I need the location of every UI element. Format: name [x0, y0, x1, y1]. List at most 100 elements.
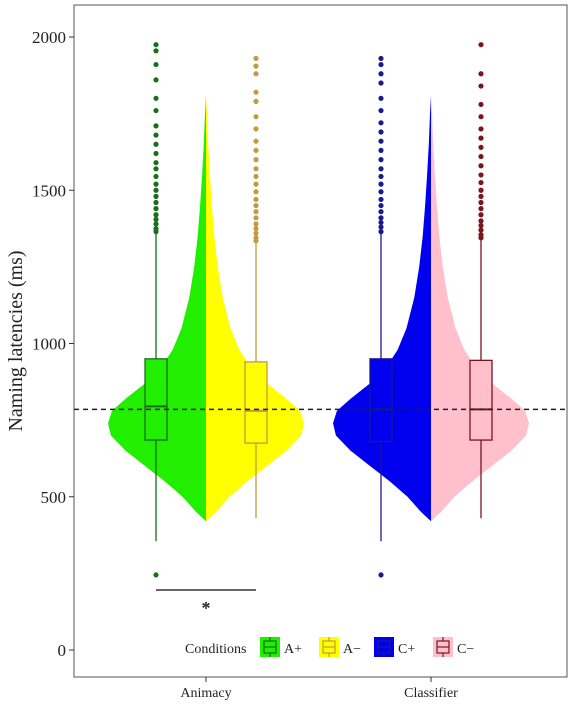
outlier-point — [253, 63, 259, 69]
legend-item-1: A+ — [260, 637, 302, 657]
significance-mark: * — [202, 598, 211, 618]
outlier-point — [478, 126, 484, 132]
outlier-point — [378, 202, 384, 209]
outlier-point — [378, 107, 384, 114]
legend-title: Conditions — [185, 642, 246, 657]
outlier-point — [153, 181, 159, 187]
violin-4 — [431, 95, 529, 522]
outlier-point — [153, 141, 159, 147]
outlier-point — [378, 138, 384, 144]
outlier-point — [153, 206, 159, 212]
outlier-point — [153, 95, 159, 101]
outlier-point — [153, 572, 159, 578]
outlier-point — [253, 55, 259, 62]
legend-item-4: C− — [433, 637, 474, 657]
outlier-point — [478, 206, 484, 212]
outlier-point — [478, 101, 484, 108]
outlier-point — [478, 163, 484, 169]
y-tick-label: 500 — [41, 488, 67, 507]
violin-3 — [333, 95, 431, 522]
box-iqr — [369, 358, 393, 443]
y-tick-label: 0 — [58, 641, 67, 660]
outlier-point — [378, 129, 384, 135]
outlier-point — [253, 202, 259, 209]
outlier-point — [153, 166, 159, 172]
outlier-point — [253, 126, 259, 132]
outlier-point — [153, 199, 159, 206]
boxplot-2 — [244, 55, 268, 519]
outlier-point — [378, 215, 384, 221]
outlier-point — [378, 189, 384, 195]
outlier-point — [378, 55, 384, 62]
outlier-point — [153, 123, 159, 129]
outlier-point — [253, 98, 259, 104]
outlier-point — [478, 114, 484, 120]
legend-label: C+ — [398, 642, 415, 657]
outlier-point — [478, 227, 484, 233]
outlier-point — [478, 172, 484, 178]
box-iqr — [144, 358, 168, 441]
violin-2 — [206, 95, 304, 522]
outlier-point — [153, 61, 159, 68]
box-iqr — [244, 361, 268, 444]
legend-label: A+ — [284, 642, 302, 657]
outlier-point — [378, 181, 384, 187]
outlier-point — [253, 230, 259, 236]
outlier-point — [253, 196, 259, 203]
outlier-point — [378, 209, 384, 215]
boxplot-1 — [144, 42, 168, 578]
boxplot-4 — [469, 42, 493, 519]
outlier-point — [253, 166, 259, 172]
legend-item-2: A− — [319, 637, 361, 657]
outlier-point — [478, 193, 484, 199]
y-tick-label: 1000 — [32, 335, 66, 354]
outlier-point — [253, 209, 259, 215]
outlier-point — [153, 77, 159, 83]
outlier-point — [153, 160, 159, 166]
outlier-point — [478, 144, 484, 150]
y-tick-label: 2000 — [32, 28, 66, 47]
outlier-point — [153, 221, 159, 227]
outlier-point — [253, 138, 259, 144]
box-iqr — [469, 359, 493, 441]
boxplot-3 — [369, 55, 393, 578]
outlier-point — [253, 71, 259, 77]
x-tick-label-animacy: Animacy — [180, 686, 231, 701]
outlier-point — [253, 114, 259, 120]
outlier-point — [478, 153, 484, 160]
outlier-point — [153, 173, 159, 180]
outlier-point — [153, 132, 159, 138]
outlier-point — [153, 107, 159, 114]
outlier-point — [378, 61, 384, 68]
outlier-point — [153, 42, 159, 48]
outlier-point — [253, 181, 259, 187]
outlier-point — [478, 187, 484, 193]
outlier-point — [378, 120, 384, 126]
outlier-point — [378, 572, 384, 578]
y-tick-label: 1500 — [32, 181, 66, 200]
outlier-point — [478, 71, 484, 77]
outlier-point — [478, 42, 484, 48]
outlier-point — [378, 173, 384, 180]
outlier-point — [153, 150, 159, 157]
outlier-point — [253, 157, 259, 163]
outlier-point — [378, 196, 384, 203]
plot-panel — [73, 4, 568, 678]
outlier-point — [253, 89, 259, 95]
outlier-point — [478, 218, 484, 224]
outlier-point — [153, 48, 159, 54]
outlier-point — [478, 179, 484, 186]
violin-1 — [108, 95, 206, 522]
outlier-point — [153, 187, 159, 193]
outlier-point — [478, 199, 484, 206]
outlier-point — [378, 157, 384, 163]
outlier-point — [378, 80, 384, 86]
legend-item-3: C+ — [374, 637, 415, 657]
outlier-point — [153, 193, 159, 199]
outlier-point — [153, 212, 159, 218]
outlier-point — [253, 225, 259, 232]
outlier-point — [478, 83, 484, 89]
x-tick-label-classifier: Classifier — [404, 686, 458, 701]
outlier-point — [378, 219, 384, 226]
